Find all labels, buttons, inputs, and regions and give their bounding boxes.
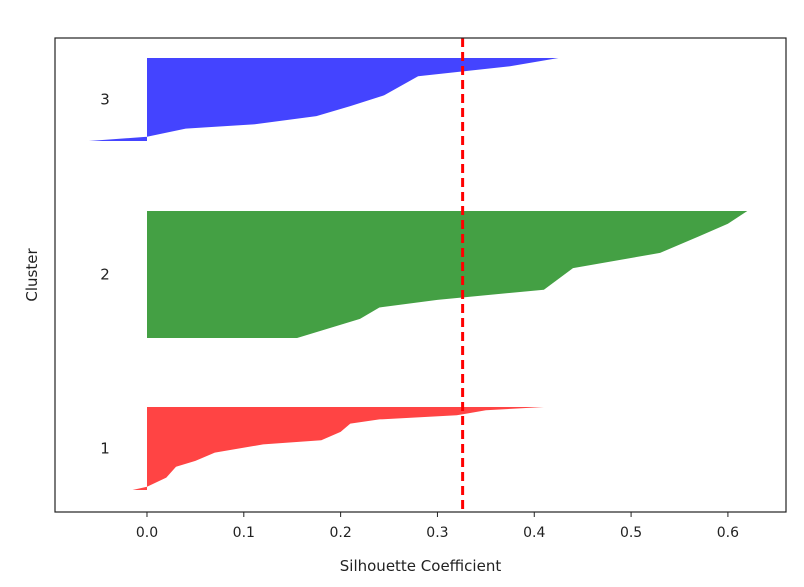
- cluster-label-1: 1: [100, 440, 110, 458]
- x-tick-label: 0.6: [717, 525, 739, 541]
- x-tick-label: 0.5: [620, 525, 642, 541]
- cluster-band-2: [147, 211, 748, 338]
- x-tick-label: 0.0: [136, 525, 158, 541]
- x-axis-ticks: 0.0 0.1 0.2 0.3 0.4 0.5 0.6: [136, 512, 739, 541]
- cluster-label-3: 3: [100, 91, 110, 109]
- cluster-labels: 1 2 3: [100, 91, 110, 458]
- x-tick-label: 0.1: [233, 525, 255, 541]
- plot-frame: [54, 37, 787, 513]
- cluster-band-3: [88, 58, 559, 141]
- cluster-label-2: 2: [100, 266, 110, 284]
- cluster-band-1: [132, 407, 544, 490]
- x-axis-label: Silhouette Coefficient: [340, 557, 502, 575]
- y-axis-label: Cluster: [23, 248, 41, 302]
- cluster-bands: [88, 58, 748, 490]
- x-tick-label: 0.2: [329, 525, 351, 541]
- x-tick-label: 0.3: [426, 525, 448, 541]
- x-tick-label: 0.4: [523, 525, 545, 541]
